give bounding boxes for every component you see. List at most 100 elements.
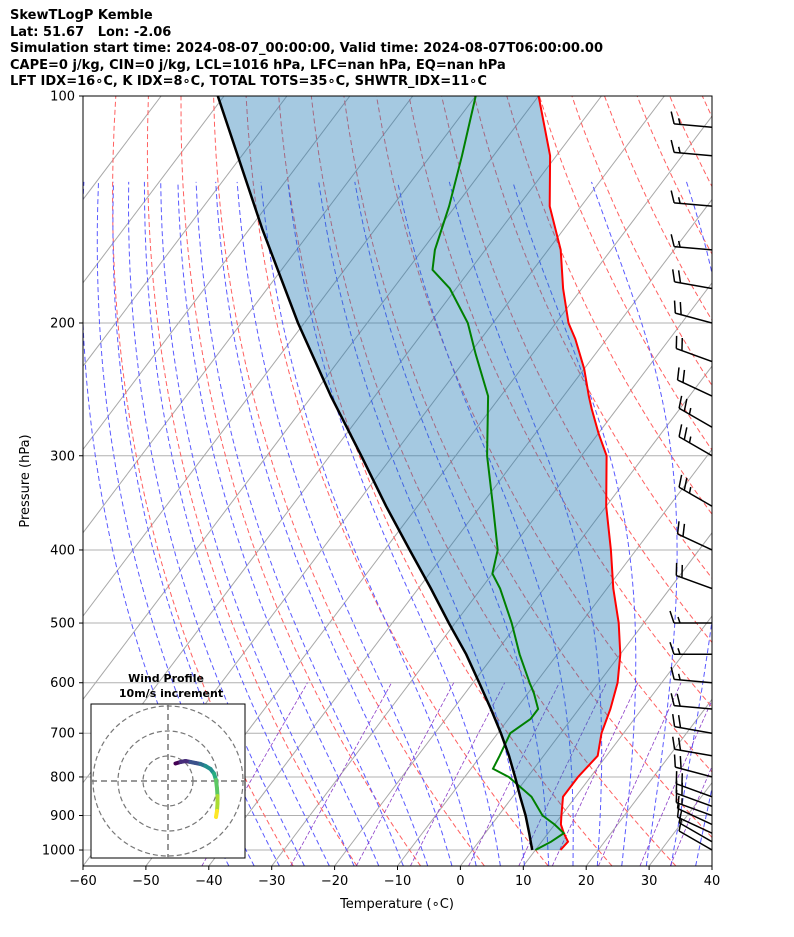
dry-adiabat-line	[408, 96, 712, 708]
wind-barb-flag	[676, 804, 680, 818]
wind-barb-flag	[683, 398, 688, 412]
wind-barb	[670, 139, 712, 157]
dry-adiabat-line	[701, 96, 712, 119]
wind-barb	[671, 714, 712, 734]
chart-header: SkewTLogP Kemble Lat: 51.67 Lon: -2.06 S…	[10, 8, 603, 91]
wind-barb-staff	[674, 123, 712, 128]
isotherm-line	[460, 531, 712, 866]
wind-barb-flag	[683, 427, 688, 440]
wind-barb-flag	[670, 190, 675, 204]
inset-subtitle: 10m/s increment	[119, 687, 223, 700]
wind-barb	[678, 424, 712, 457]
wind-barb-flag	[676, 795, 680, 809]
mixing-ratio-line	[639, 699, 712, 866]
y-tick-label: 700	[50, 727, 75, 742]
mixing-ratio-line	[551, 682, 639, 866]
wind-barb	[669, 610, 712, 624]
dry-adiabat-line	[278, 96, 613, 866]
wind-barb-flag	[678, 818, 683, 832]
moist-adiabat-line	[112, 181, 280, 866]
wind-barb-flag	[682, 369, 686, 383]
moist-adiabat-line	[236, 181, 453, 866]
wind-barb	[676, 521, 712, 551]
moist-adiabat-line	[448, 181, 603, 866]
y-tick-label: 500	[50, 617, 75, 632]
x-tick-label: −50	[132, 874, 159, 889]
moist-adiabat-line	[177, 181, 380, 866]
wind-barb-flag	[673, 754, 677, 768]
wind-barb-half-flag	[688, 436, 692, 443]
wind-barb-staff	[674, 281, 712, 290]
wind-barb-half-flag	[688, 407, 692, 415]
wind-barb	[670, 693, 712, 710]
wind-barb	[670, 111, 712, 128]
wind-barb-staff	[674, 704, 712, 710]
wind-barb-staff	[674, 202, 712, 207]
wind-barb	[678, 818, 712, 851]
dry-adiabat-line	[310, 96, 677, 866]
wind-barb	[670, 234, 712, 251]
isotherm-line	[522, 615, 712, 866]
wind-barb	[678, 810, 712, 843]
wind-barb-staff	[674, 678, 712, 684]
wind-barb-half-flag	[677, 118, 681, 125]
wind-barb-flag	[682, 523, 686, 537]
wind-barb	[673, 754, 712, 778]
wind-barb-staff	[677, 533, 712, 551]
wind-barb-flag	[669, 642, 675, 655]
wind-barb	[670, 666, 712, 684]
dry-adiabat-line	[376, 96, 712, 773]
x-tick-label: 10	[515, 874, 532, 889]
moist-adiabat-line	[512, 181, 637, 866]
isotherm-line	[711, 865, 712, 866]
axes: −60 −50 −40 −30 −20 −10 0 10 20 30 40 1000 900 800 700…	[42, 90, 720, 890]
wind-barb-flag	[670, 139, 675, 153]
wind-barb-flag	[677, 270, 682, 284]
dry-adiabat-line	[767, 96, 794, 866]
wind-barb	[676, 804, 712, 834]
wind-barb-flag	[677, 715, 682, 728]
wind-barb-staff	[674, 748, 712, 757]
dry-adiabat-line	[343, 96, 712, 839]
y-tick-label: 400	[50, 543, 75, 558]
wind-barb-flag	[670, 666, 675, 680]
isotherm-line	[585, 698, 712, 866]
isotherm-line	[83, 96, 414, 534]
wind-barb-flag	[678, 395, 683, 409]
parcel-profile	[216, 96, 534, 851]
isotherm-line	[334, 365, 712, 866]
wind-barb-flag	[683, 477, 688, 491]
isotherm-line	[648, 781, 712, 866]
wind-barb-staff	[675, 766, 712, 778]
wind-barb-staff	[676, 347, 712, 363]
y-axis-label: Pressure (hPa)	[18, 434, 33, 527]
y-tick-label: 600	[50, 676, 75, 691]
isotherm-line	[83, 96, 351, 451]
x-tick-label: 20	[578, 874, 595, 889]
wind-barb-half-flag	[677, 673, 681, 681]
wind-barb	[676, 795, 712, 826]
stability-indices: LFT IDX=16∘C, K IDX=8∘C, TOTAL TOTS=35∘C…	[10, 74, 487, 89]
moist-adiabat-line	[160, 181, 355, 866]
y-tick-label: 200	[50, 316, 75, 331]
x-tick-label: −30	[258, 874, 285, 889]
wind-barb	[669, 642, 712, 656]
wind-barb-flag	[670, 234, 675, 247]
dry-adiabat-line	[636, 96, 712, 256]
y-tick-label: 900	[50, 809, 75, 824]
wind-barb	[675, 771, 712, 798]
isotherm-line	[271, 281, 712, 866]
hodograph-segment	[214, 809, 219, 819]
wind-barb-staff	[674, 725, 712, 734]
x-axis-label: Temperature (∘C)	[339, 897, 454, 912]
wind-barb-staff	[678, 486, 712, 507]
wind-barb-staff	[678, 407, 712, 428]
wind-barb-flag	[676, 693, 681, 707]
x-tick-label: 30	[641, 874, 658, 889]
x-tick-label: −60	[69, 874, 96, 889]
wind-barb-flag	[676, 367, 680, 381]
mixing-ratio-line	[290, 682, 392, 866]
isotherm-line	[208, 198, 712, 866]
y-tick-label: 1000	[42, 844, 75, 859]
mixing-ratio-line	[669, 765, 712, 866]
